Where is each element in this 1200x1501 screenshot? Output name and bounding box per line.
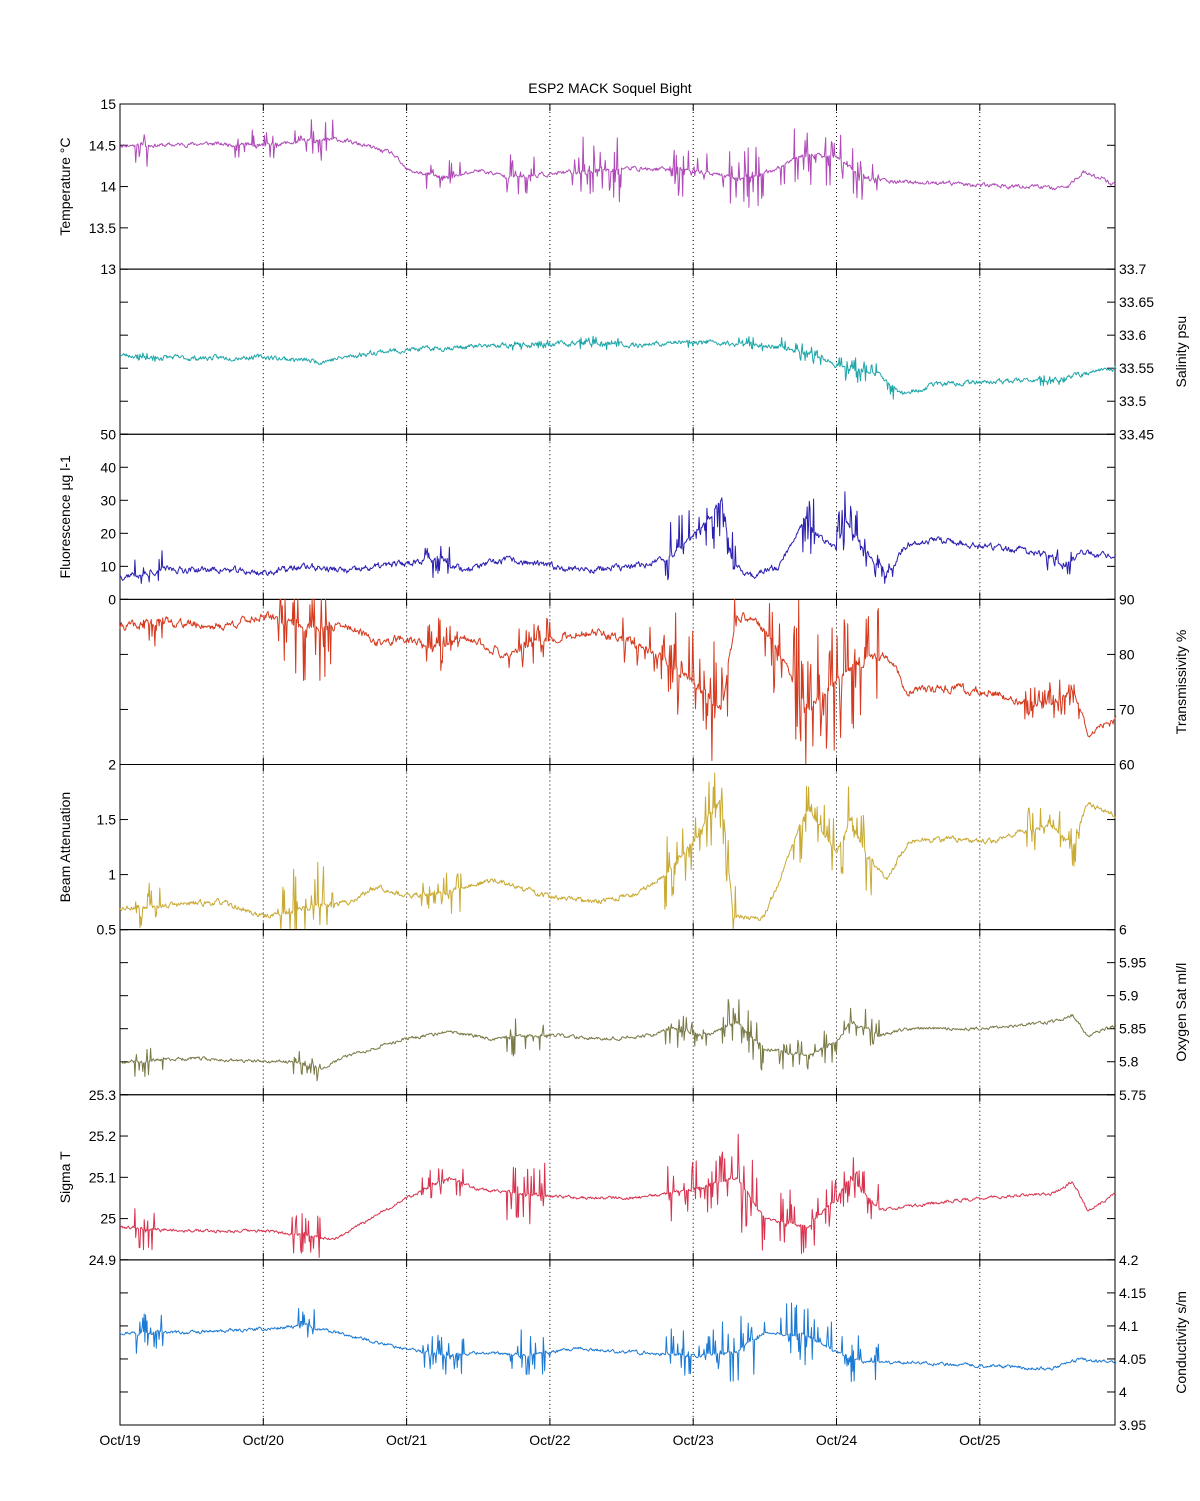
y-tick-label: 4 — [1119, 1384, 1127, 1400]
y-tick-label: 0.5 — [97, 922, 117, 938]
y-tick-label: 33.5 — [1119, 393, 1146, 409]
y-tick-label: 25 — [100, 1211, 116, 1227]
panel-frame — [119, 1094, 1116, 1261]
y-tick-label: 33.65 — [1119, 294, 1154, 310]
panel-frame — [119, 764, 1116, 931]
y-tick-label: 20 — [100, 525, 116, 541]
panel-frame — [119, 268, 1116, 435]
y-tick-label: 80 — [1119, 646, 1135, 662]
y-axis-label: Sigma T — [57, 1151, 73, 1203]
series-line-fluorescence — [119, 491, 1116, 584]
series-line-beam_attenuation — [119, 772, 1117, 931]
y-tick-label: 5.9 — [1119, 988, 1139, 1004]
y-axis-label: Conductivity s/m — [1173, 1291, 1189, 1394]
x-tick-label: Oct/25 — [959, 1432, 1000, 1448]
y-tick-label: 4.2 — [1119, 1252, 1139, 1268]
y-tick-label: 4.1 — [1119, 1318, 1139, 1334]
y-tick-label: 4.15 — [1119, 1285, 1146, 1301]
y-tick-label: 90 — [1119, 591, 1135, 607]
panel-frame — [119, 433, 1116, 600]
y-tick-label: 25.3 — [89, 1087, 116, 1103]
panel-frame — [119, 103, 1116, 270]
y-tick-label: 25.2 — [89, 1128, 116, 1144]
panel-beam_attenuation: 0.5 1 1.5 2 Beam Attenuation — [57, 757, 1117, 938]
y-axis-label: Fluorescence µg l-1 — [57, 455, 73, 578]
y-axis-label: Transmissivity % — [1173, 630, 1189, 735]
y-tick-label: 6 — [1119, 922, 1127, 938]
figure-title: ESP2 MACK Soquel Bight — [528, 80, 692, 96]
y-tick-label: 13 — [100, 261, 116, 277]
panel-frame — [119, 598, 1116, 765]
x-tick-label: Oct/22 — [529, 1432, 570, 1448]
y-tick-label: 10 — [100, 558, 116, 574]
y-tick-label: 14 — [100, 179, 116, 195]
y-tick-label: 33.55 — [1119, 360, 1154, 376]
panel-sigma_t: 24.9 25 25.1 25.2 25.3 Sigma T — [57, 1087, 1117, 1268]
series-line-sigma_t — [120, 1133, 1117, 1258]
panel-frame — [119, 929, 1116, 1096]
y-tick-label: 5.85 — [1119, 1021, 1146, 1037]
y-tick-label: 30 — [100, 492, 116, 508]
series-line-transmissivity — [119, 598, 1117, 765]
y-tick-label: 5.95 — [1119, 955, 1146, 971]
series-line-conductivity — [119, 1302, 1117, 1383]
y-tick-label: 40 — [100, 459, 116, 475]
y-tick-label: 70 — [1119, 701, 1135, 717]
panel-frame — [119, 1259, 1116, 1426]
x-tick-label: Oct/23 — [673, 1432, 714, 1448]
y-tick-label: 1 — [108, 867, 116, 883]
panel-fluorescence: 0 10 20 30 40 50 Fluorescence µg l-1 — [57, 426, 1116, 607]
y-axis-label: Salinity psu — [1173, 316, 1189, 388]
y-tick-label: 25.1 — [89, 1169, 116, 1185]
y-tick-label: 14.5 — [89, 137, 116, 153]
series-line-oxygen_saturation — [119, 998, 1117, 1082]
x-tick-label: Oct/20 — [243, 1432, 284, 1448]
x-tick-label: Oct/21 — [386, 1432, 427, 1448]
y-tick-label: 15 — [100, 96, 116, 112]
panel-transmissivity: 60 70 80 90 Transmissivity % — [119, 591, 1189, 773]
panel-oxygen_saturation: 5.75 5.8 5.85 5.9 5.95 6 Oxygen Sat ml/l — [119, 922, 1189, 1103]
y-tick-label: 33.6 — [1119, 327, 1146, 343]
y-tick-label: 1.5 — [97, 812, 117, 828]
panel-temperature: 13 13.5 14 14.5 15 Temperature °C — [57, 96, 1117, 277]
x-tick-label: Oct/19 — [99, 1432, 140, 1448]
y-tick-label: 4.05 — [1119, 1351, 1146, 1367]
y-tick-label: 13.5 — [89, 220, 116, 236]
x-tick-label: Oct/24 — [816, 1432, 857, 1448]
y-tick-label: 24.9 — [89, 1252, 116, 1268]
y-tick-label: 5.75 — [1119, 1087, 1146, 1103]
y-tick-label: 2 — [108, 757, 116, 773]
y-tick-label: 60 — [1119, 757, 1135, 773]
y-axis-label: Oxygen Sat ml/l — [1173, 963, 1189, 1062]
y-tick-label: 0 — [108, 591, 116, 607]
panel-salinity: 33.45 33.5 33.55 33.6 33.65 33.7 Salinity psu — [119, 261, 1189, 442]
series-line-temperature — [119, 119, 1117, 208]
panel-conductivity: 3.95 4 4.05 4.1 4.15 4.2 Conductivity s/m — [119, 1252, 1189, 1433]
y-tick-label: 3.95 — [1119, 1417, 1146, 1433]
x-axis: Oct/19 Oct/20 Oct/21 Oct/22 Oct/23 Oct/24 Oct/… — [99, 1432, 1000, 1448]
y-axis-label: Temperature °C — [57, 137, 73, 235]
y-tick-label: 50 — [100, 426, 116, 442]
y-tick-label: 5.8 — [1119, 1054, 1139, 1070]
y-tick-label: 33.45 — [1119, 426, 1154, 442]
y-tick-label: 33.7 — [1119, 261, 1146, 277]
series-line-salinity — [119, 335, 1117, 400]
y-axis-label: Beam Attenuation — [57, 792, 73, 903]
